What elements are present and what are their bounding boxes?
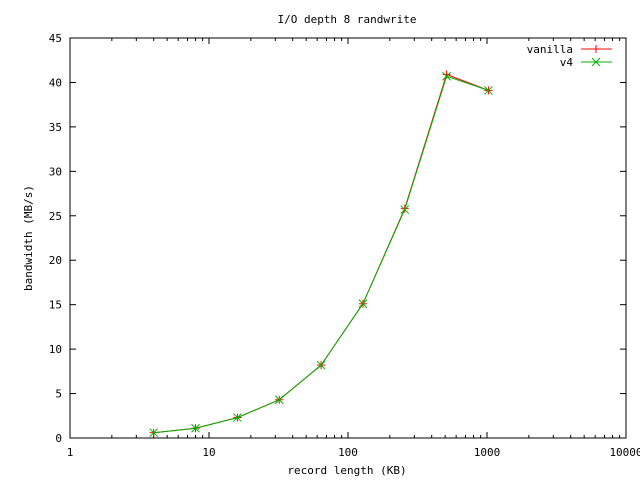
data-point-v4 [274,395,284,405]
y-tick-label: 15 [49,299,62,312]
data-point-v4 [358,299,368,309]
y-tick-label: 20 [49,254,62,267]
chart-title: I/O depth 8 randwrite [277,13,416,26]
x-axis-label: record length (KB) [287,464,406,477]
data-point-v4 [442,71,451,81]
x-tick-label: 1000 [474,446,501,459]
y-axis-label: bandwidth (MB/s) [22,185,35,291]
data-point-v4 [191,423,200,433]
series-line-v4 [153,75,489,434]
series-line-vanilla [153,73,489,434]
plot-frame [69,37,627,439]
data-point-v4 [149,428,159,438]
y-tick-label: 0 [55,432,62,445]
legend-label-vanilla: vanilla [527,43,573,56]
axis-ticks: 0 5 10 15 20 25 30 35 40 45 1 10 100 1000 10000 [49,32,640,459]
y-tick-label: 10 [49,343,62,356]
data-point-v4 [400,205,410,214]
series-vanilla [149,70,493,437]
y-tick-label: 40 [49,76,62,89]
x-tick-label: 10 [202,446,215,459]
x-tick-label: 10000 [609,446,640,459]
data-point-v4 [233,413,242,422]
y-tick-label: 30 [49,165,62,178]
legend-marker-vanilla [592,45,600,53]
data-point-v4 [316,360,326,370]
series-v4 [149,71,493,438]
y-tick-label: 25 [49,210,62,223]
data-point-v4 [484,86,493,95]
y-tick-label: 5 [55,388,62,401]
x-tick-label: 100 [338,446,358,459]
x-tick-label: 1 [67,446,74,459]
series-layer [149,70,493,438]
legend-marker-v4 [591,57,601,67]
y-tick-label: 35 [49,121,62,134]
y-tick-label: 45 [49,32,62,45]
legend-label-v4: v4 [560,56,574,69]
